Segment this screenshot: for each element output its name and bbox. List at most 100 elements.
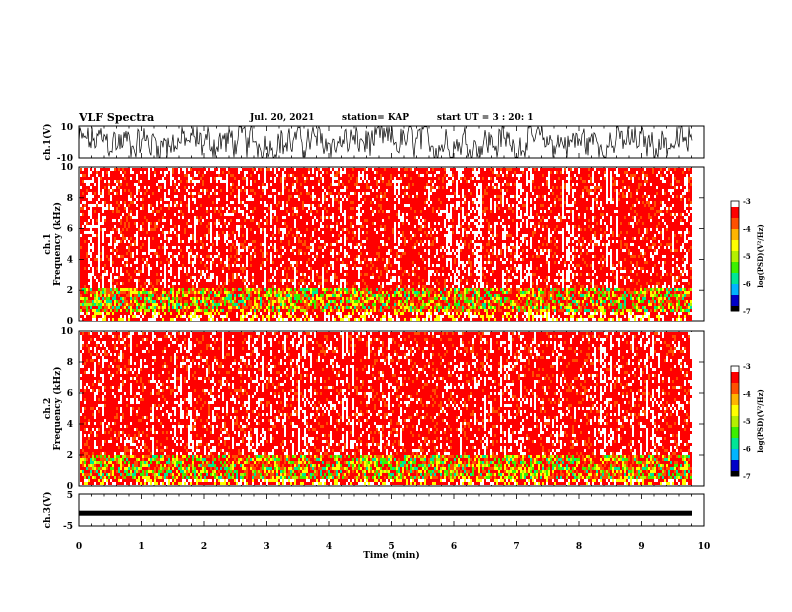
spectro-cell xyxy=(100,192,102,195)
spectro-cell xyxy=(162,282,164,285)
spectro-cell xyxy=(212,258,214,261)
spectro-cell xyxy=(254,219,256,222)
spectro-cell xyxy=(144,186,146,189)
spectro-cell xyxy=(102,294,104,297)
spectro-cell xyxy=(156,282,158,285)
spectro-cell xyxy=(222,198,224,201)
spectro-cell xyxy=(240,207,242,210)
spectro-cell xyxy=(260,225,262,228)
spectro-cell xyxy=(180,267,182,270)
spectro-cell xyxy=(98,210,100,213)
spectro-cell xyxy=(120,264,122,267)
spectro-cell xyxy=(186,171,188,174)
spectro-cell xyxy=(216,267,218,270)
spectro-cell xyxy=(102,225,104,228)
spectro-cell xyxy=(214,258,216,261)
spectro-cell xyxy=(158,306,160,309)
spectro-cell xyxy=(260,246,262,249)
spectro-cell xyxy=(108,171,110,174)
spectro-cell xyxy=(158,180,160,183)
spectro-cell xyxy=(88,231,90,234)
spectro-cell xyxy=(194,282,196,285)
spectro-cell xyxy=(218,297,220,300)
spectro-cell xyxy=(234,192,236,195)
spectro-cell xyxy=(186,243,188,246)
spectro-cell xyxy=(142,177,144,180)
spectro-cell xyxy=(192,261,194,264)
spectro-cell xyxy=(254,177,256,180)
spectro-cell xyxy=(256,252,258,255)
spectro-cell xyxy=(190,255,192,258)
spectro-cell xyxy=(216,168,218,171)
spectro-cell xyxy=(124,276,126,279)
spectro-cell xyxy=(260,312,262,315)
spectro-cell xyxy=(226,246,228,249)
spectro-cell xyxy=(260,192,262,195)
spectro-cell xyxy=(140,246,142,249)
spectro-cell xyxy=(218,240,220,243)
spectro-cell xyxy=(88,189,90,192)
spectro-cell xyxy=(266,249,268,252)
spectro-cell xyxy=(192,306,194,309)
spectro-cell xyxy=(88,258,90,261)
spectro-cell xyxy=(126,282,128,285)
spectro-cell xyxy=(118,312,120,315)
spectro-cell xyxy=(150,291,152,294)
spectro-cell xyxy=(92,168,94,171)
spectro-cell xyxy=(250,234,252,237)
spectro-cell xyxy=(192,174,194,177)
spectro-cell xyxy=(130,246,132,249)
spectro-cell xyxy=(174,258,176,261)
spectro-cell xyxy=(86,264,88,267)
spectro-cell xyxy=(150,279,152,282)
spectro-cell xyxy=(252,210,254,213)
spectro-cell xyxy=(262,300,264,303)
spectro-cell xyxy=(212,222,214,225)
spectro-cell xyxy=(114,270,116,273)
spectro-cell xyxy=(204,216,206,219)
spectro-cell xyxy=(100,228,102,231)
spectro-cell xyxy=(152,168,154,171)
spectro-cell xyxy=(120,225,122,228)
spectro-cell xyxy=(172,279,174,282)
spectro-cell xyxy=(168,168,170,171)
spectro-cell xyxy=(164,183,166,186)
spectro-cell xyxy=(228,204,230,207)
spectro-cell xyxy=(184,219,186,222)
spectro-cell xyxy=(220,258,222,261)
spectro-cell xyxy=(190,189,192,192)
spectro-cell xyxy=(168,225,170,228)
spectro-cell xyxy=(136,171,138,174)
spectro-cell xyxy=(172,174,174,177)
spectro-cell xyxy=(134,183,136,186)
spectro-cell xyxy=(204,219,206,222)
spectro-cell xyxy=(148,216,150,219)
spectro-cell xyxy=(220,183,222,186)
spectro-cell xyxy=(80,246,82,249)
spectro-cell xyxy=(226,261,228,264)
spectro-cell xyxy=(110,249,112,252)
spectro-cell xyxy=(200,192,202,195)
spectro-cell xyxy=(122,201,124,204)
spectro-cell xyxy=(266,195,268,198)
spectro-cell xyxy=(210,312,212,315)
spectro-cell xyxy=(206,201,208,204)
spectro-cell xyxy=(124,189,126,192)
spectro-cell xyxy=(178,228,180,231)
spectro-cell xyxy=(96,312,98,315)
spectro-cell xyxy=(112,216,114,219)
spectro-cell xyxy=(82,198,84,201)
spectro-cell xyxy=(262,303,264,306)
spectro-cell xyxy=(128,258,130,261)
spectro-cell xyxy=(156,213,158,216)
spectro-cell xyxy=(118,222,120,225)
spectro-cell xyxy=(116,222,118,225)
spectro-cell xyxy=(200,183,202,186)
spectro-cell xyxy=(252,297,254,300)
spectro-cell xyxy=(142,270,144,273)
spectro-cell xyxy=(148,225,150,228)
spectro-cell xyxy=(90,186,92,189)
spectro-cell xyxy=(244,264,246,267)
spectro-cell xyxy=(98,204,100,207)
spectro-cell xyxy=(202,237,204,240)
